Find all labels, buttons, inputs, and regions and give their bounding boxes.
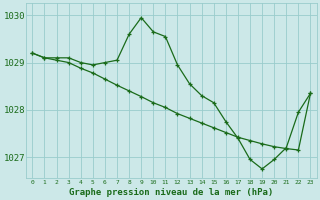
X-axis label: Graphe pression niveau de la mer (hPa): Graphe pression niveau de la mer (hPa) [69,188,274,197]
